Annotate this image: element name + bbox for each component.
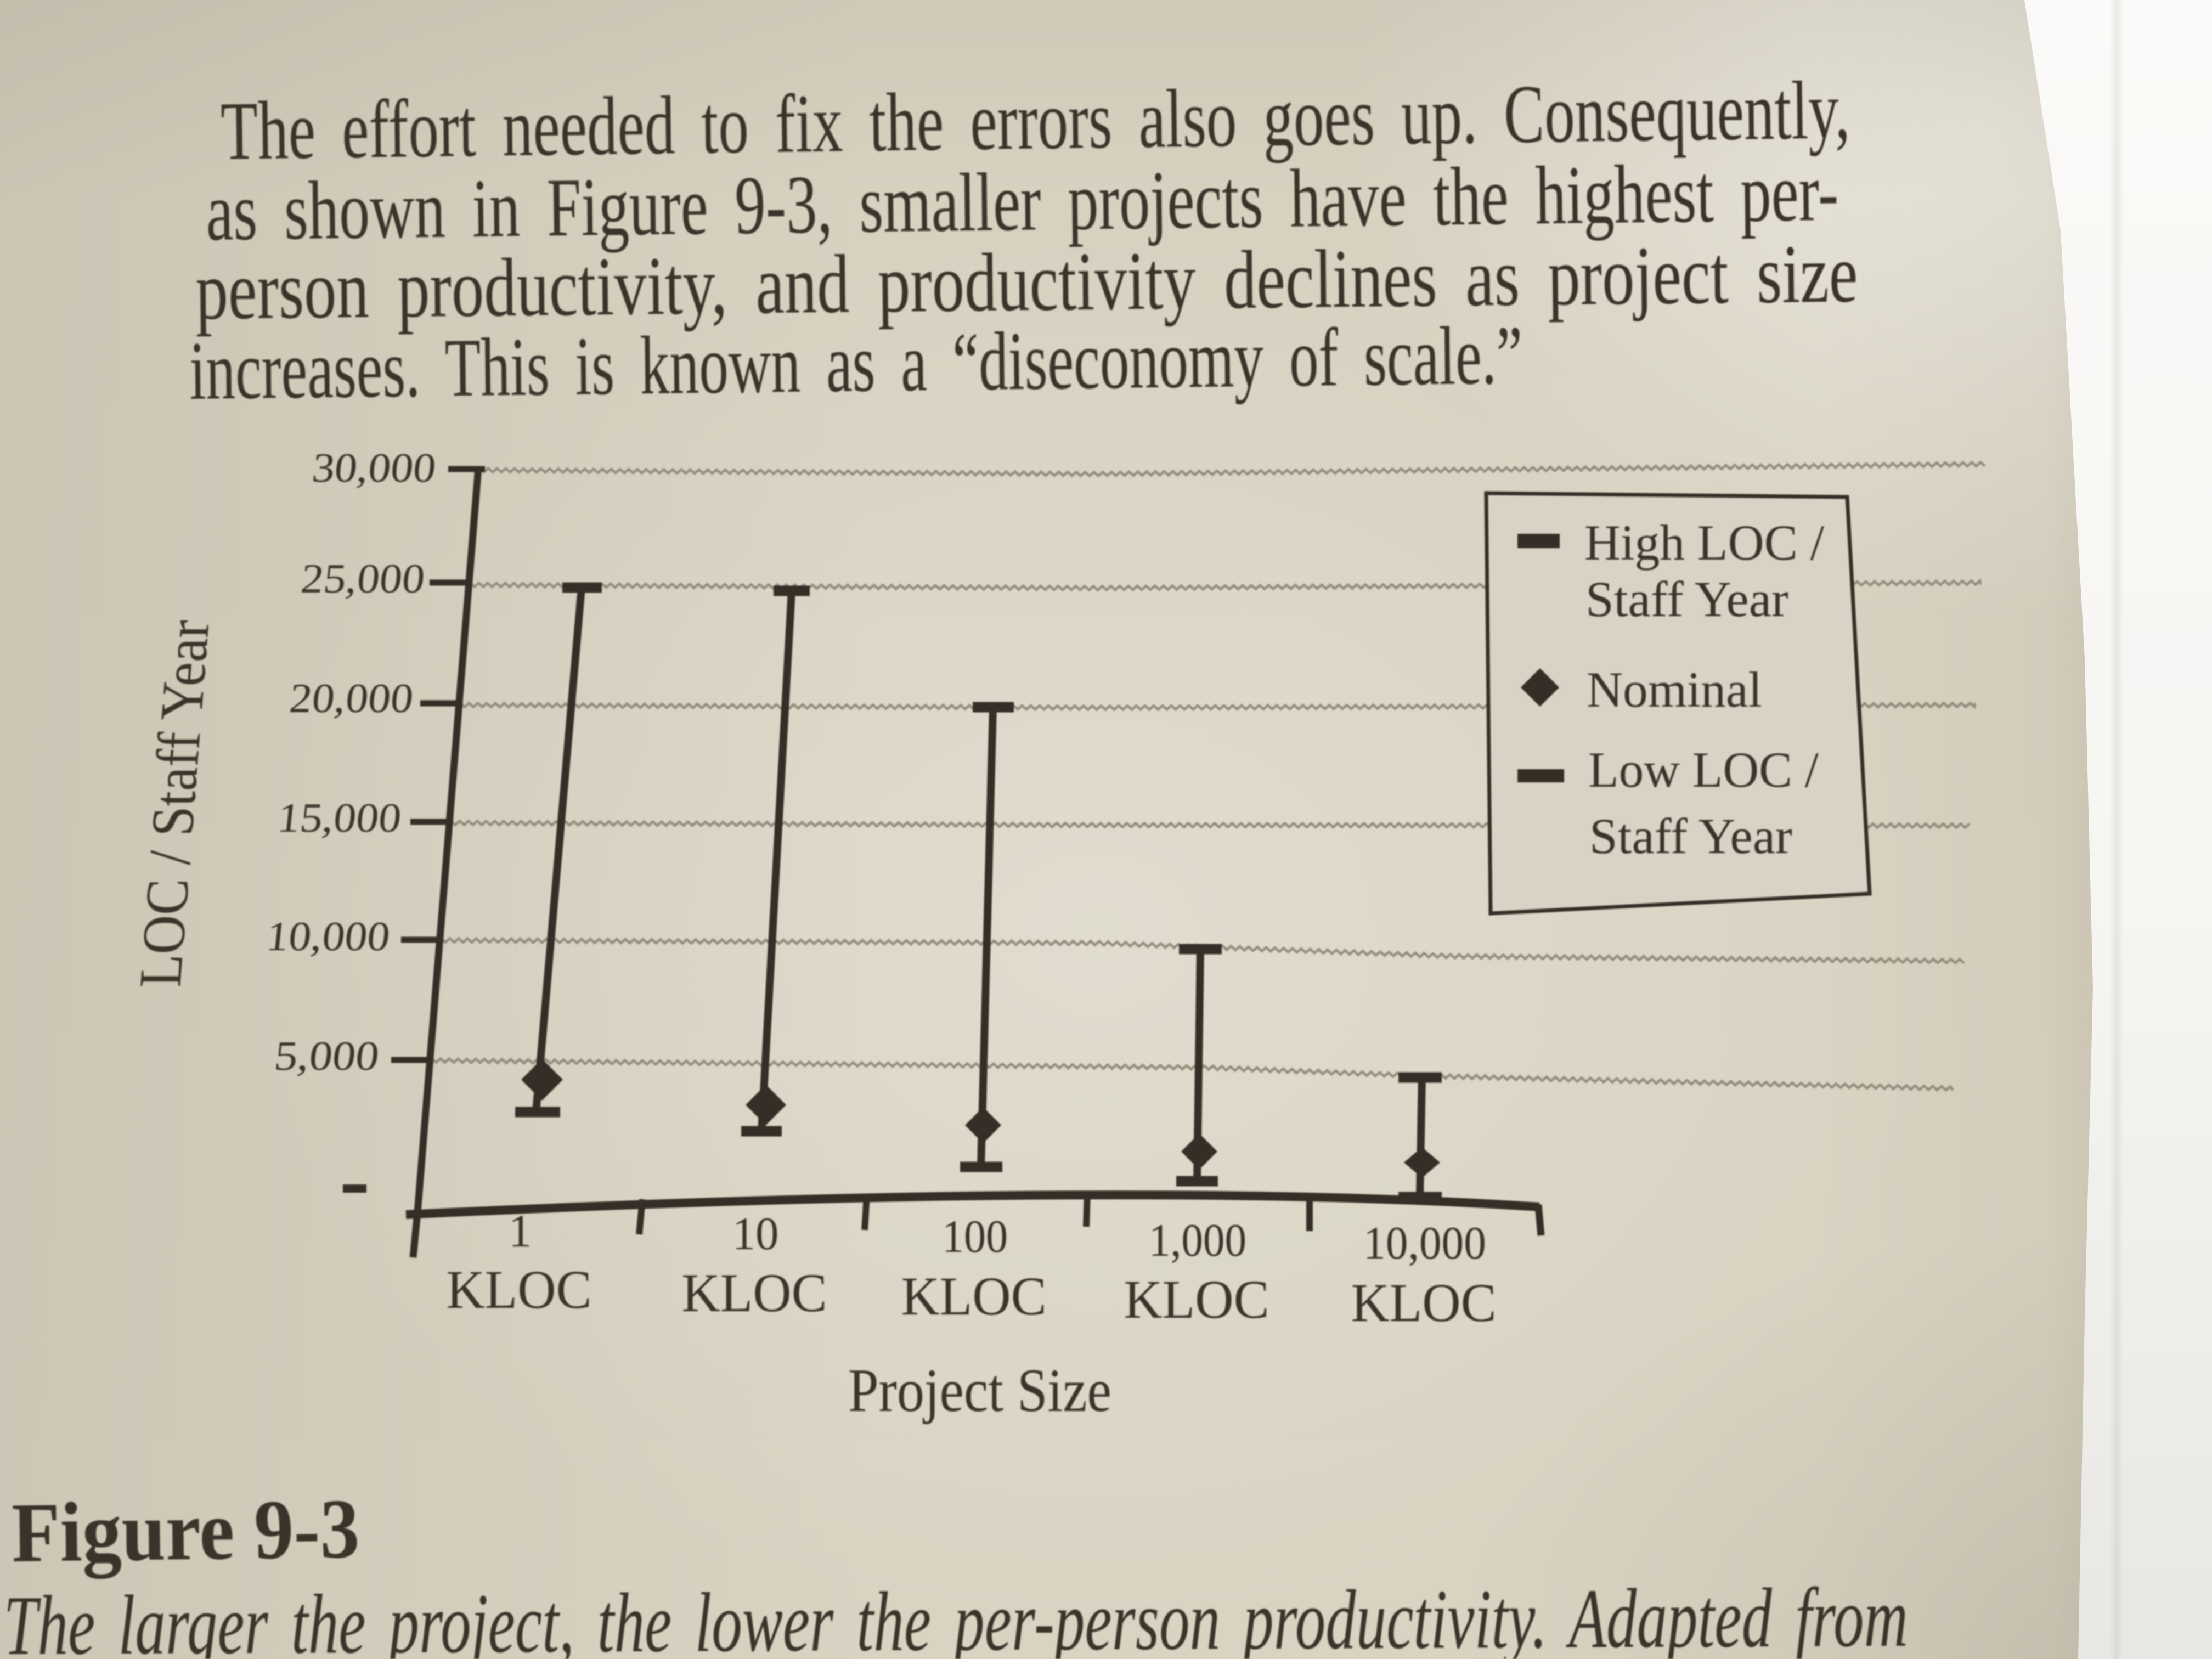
svg-text:25,000: 25,000: [299, 556, 427, 602]
svg-text:5,000: 5,000: [272, 1033, 381, 1079]
svg-text:KLOC: KLOC: [901, 1266, 1047, 1327]
svg-text:KLOC: KLOC: [1124, 1269, 1269, 1330]
svg-text:KLOC: KLOC: [1351, 1272, 1497, 1333]
svg-text:Staff Year: Staff Year: [1589, 808, 1792, 864]
svg-text:10,000: 10,000: [1363, 1217, 1486, 1269]
svg-text:High LOC /: High LOC /: [1584, 515, 1824, 571]
svg-text:Nominal: Nominal: [1587, 662, 1762, 718]
svg-text:Staff Year: Staff Year: [1585, 571, 1788, 627]
svg-text:10: 10: [732, 1208, 779, 1260]
svg-text:Figure 9-3: Figure 9-3: [11, 1481, 360, 1580]
svg-text:10,000: 10,000: [264, 913, 392, 960]
svg-text:Low LOC /: Low LOC /: [1588, 742, 1819, 798]
svg-text:KLOC: KLOC: [447, 1259, 592, 1320]
svg-text:The larger the project, the lo: The larger the project, the lower the pe…: [3, 1570, 1908, 1659]
svg-text:1,000: 1,000: [1149, 1215, 1246, 1266]
svg-text:15,000: 15,000: [275, 795, 404, 841]
svg-text:person productivity, and produ: person productivity, and productivity de…: [195, 227, 1859, 337]
svg-text:The effort needed to fix the e: The effort needed to fix the errors also…: [220, 64, 1850, 177]
svg-text:KLOC: KLOC: [682, 1262, 827, 1323]
svg-text:1: 1: [509, 1205, 532, 1257]
svg-text:100: 100: [942, 1211, 1008, 1262]
svg-text:as shown in Figure 9-3, smalle: as shown in Figure 9-3, smaller projects…: [205, 146, 1839, 258]
svg-text:Project Size: Project Size: [848, 1357, 1111, 1425]
svg-text:20,000: 20,000: [287, 675, 416, 721]
svg-text:30,000: 30,000: [310, 445, 438, 491]
svg-text:increases. This is known as a: increases. This is known as a “diseconom…: [189, 309, 1523, 417]
svg-text:LOC / Staff Year: LOC / Staff Year: [126, 620, 222, 988]
